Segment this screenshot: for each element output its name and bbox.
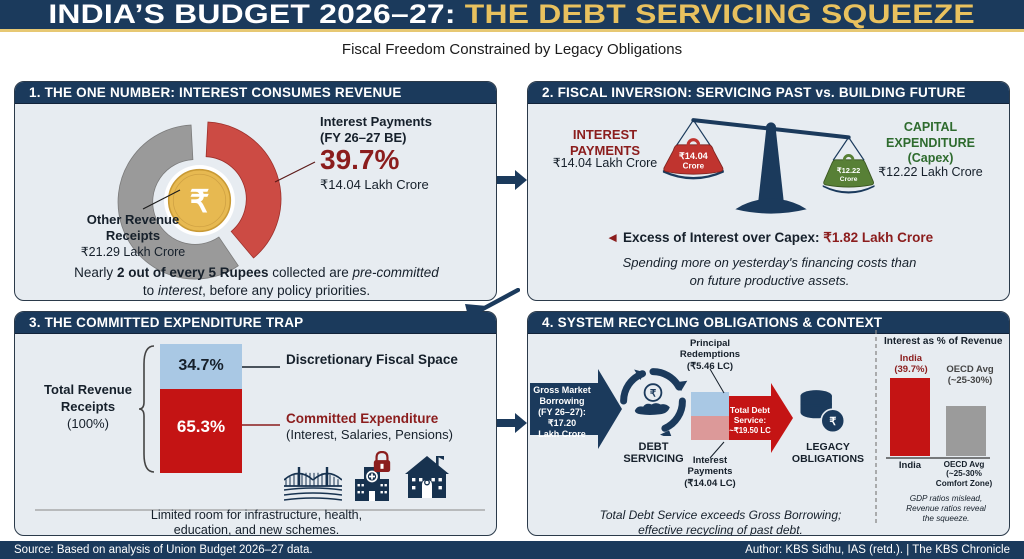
- svg-text:₹: ₹: [650, 388, 657, 399]
- svg-text:Lakh Crore: Lakh Crore: [538, 429, 586, 439]
- svg-text:₹12.22: ₹12.22: [837, 166, 860, 175]
- svg-text:₹: ₹: [829, 416, 836, 428]
- svg-text:Service:: Service:: [734, 415, 766, 425]
- svg-text:~₹19.50 LC: ~₹19.50 LC: [729, 426, 771, 435]
- svg-text:Gross Market: Gross Market: [533, 385, 591, 395]
- svg-text:Crore: Crore: [683, 161, 705, 170]
- svg-text:Crore: Crore: [840, 176, 858, 183]
- svg-text:₹17.20: ₹17.20: [548, 418, 576, 428]
- svg-text:₹14.04: ₹14.04: [679, 151, 709, 161]
- svg-text:Total Debt: Total Debt: [730, 405, 770, 415]
- svg-text:(FY 26–27):: (FY 26–27):: [538, 407, 586, 417]
- svg-text:Borrowing: Borrowing: [540, 396, 585, 406]
